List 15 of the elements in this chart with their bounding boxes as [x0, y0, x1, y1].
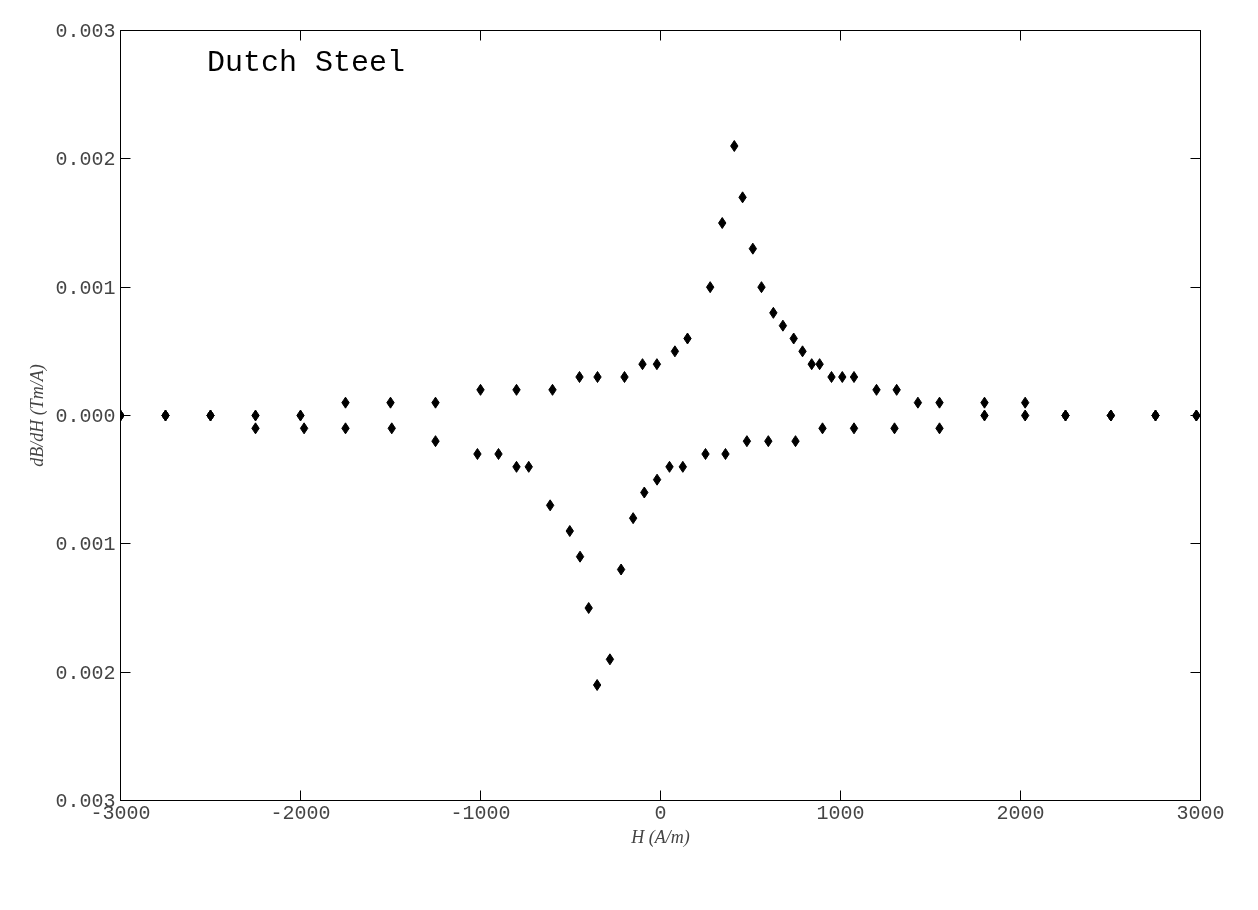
y-tick-label: 0.003	[55, 20, 116, 43]
y-tick-label: 0.001	[55, 533, 116, 557]
x-tick-label: 0	[654, 801, 667, 825]
text: Dutch Steel	[206, 45, 405, 80]
x-tick-label: 1000	[816, 801, 865, 825]
x-axis-title: H (A/m)	[630, 826, 690, 848]
y-tick-label: 0.001	[55, 276, 116, 300]
x-tick-label: 2000	[996, 801, 1045, 825]
y-tick-label: 0.000	[55, 405, 116, 428]
x-tick-label: -2000	[270, 801, 331, 825]
y-tick-label: 0.002	[55, 661, 116, 685]
y-axis-title: dB/dH (Tm/A)	[27, 364, 49, 467]
x-tick-label: -1000	[450, 801, 511, 825]
x-tick-label: 3000	[1176, 801, 1225, 825]
y-tick-label: 0.002	[55, 148, 116, 172]
